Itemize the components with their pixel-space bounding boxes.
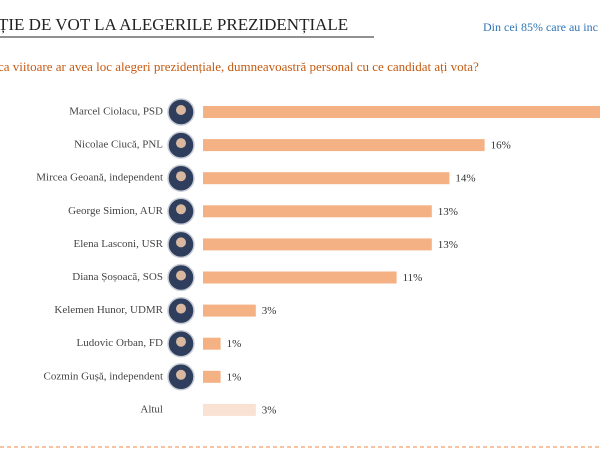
photo-face bbox=[176, 237, 186, 248]
subtitle: ca viitoare ar avea loc alegeri preziden… bbox=[0, 59, 479, 74]
category-label: Diana Șoșoacă, SOS bbox=[72, 271, 163, 283]
photo-face bbox=[176, 171, 186, 182]
bar bbox=[203, 337, 221, 350]
photo-face bbox=[176, 270, 186, 281]
photo-face bbox=[176, 138, 186, 149]
chart-title: ȚIE DE VOT LA ALEGERILE PREZIDENȚIALE bbox=[0, 15, 348, 34]
bar bbox=[203, 238, 432, 251]
bar bbox=[203, 304, 256, 317]
photo-face bbox=[176, 303, 186, 314]
category-label: Nicolae Ciucă, PNL bbox=[74, 139, 163, 151]
category-label: Elena Lasconi, USR bbox=[73, 238, 163, 250]
photo-face bbox=[176, 336, 186, 347]
bar bbox=[203, 106, 600, 118]
category-label: George Simion, AUR bbox=[68, 205, 163, 217]
value-label: 14% bbox=[455, 173, 475, 185]
photo-face bbox=[176, 204, 186, 215]
bar bbox=[203, 205, 432, 218]
category-label: Ludovic Orban, FD bbox=[77, 337, 164, 349]
value-label: 1% bbox=[227, 371, 242, 383]
category-label: Kelemen Hunor, UDMR bbox=[54, 304, 163, 316]
bar bbox=[203, 271, 397, 284]
bar bbox=[203, 172, 450, 185]
value-label: 11% bbox=[403, 272, 423, 284]
category-label: Cozmin Gușă, independent bbox=[44, 370, 163, 382]
value-label: 1% bbox=[227, 338, 242, 350]
value-label: 3% bbox=[262, 305, 277, 317]
value-label: 13% bbox=[438, 239, 458, 251]
bar bbox=[203, 139, 485, 152]
value-label: 16% bbox=[491, 140, 511, 152]
photo-face bbox=[176, 105, 186, 115]
bar bbox=[203, 370, 221, 383]
category-label: Marcel Ciolacu, PSD bbox=[69, 106, 163, 118]
note: Din cei 85% care au inc bbox=[483, 20, 598, 34]
category-label: Mircea Geoană, independent bbox=[36, 172, 163, 184]
category-label: Altul bbox=[140, 403, 163, 415]
bar bbox=[203, 403, 256, 416]
value-label: 13% bbox=[438, 206, 458, 218]
value-label: 3% bbox=[262, 404, 277, 416]
photo-face bbox=[176, 369, 186, 380]
